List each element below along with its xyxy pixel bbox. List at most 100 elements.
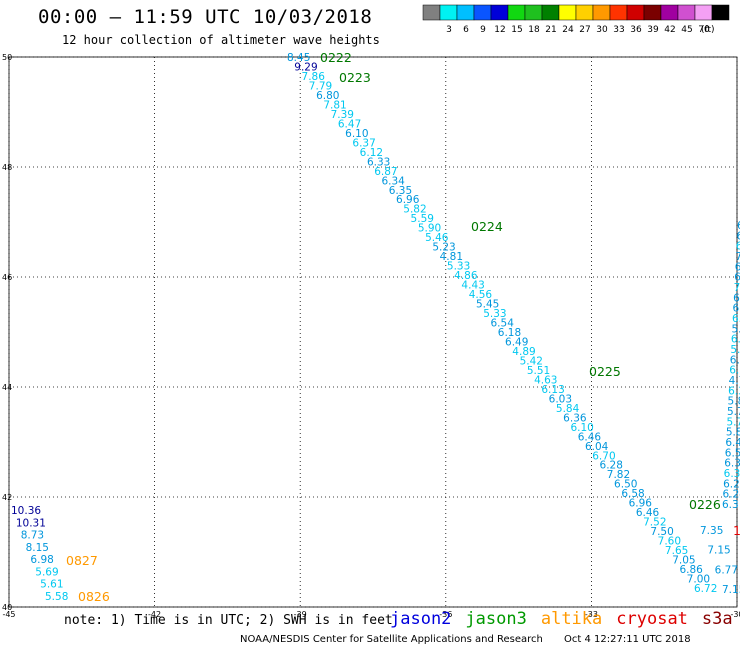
swh-value-southwest-track: 5.69 (35, 566, 58, 578)
swh-value-main-track: 5.84 (556, 403, 580, 415)
colorbar-tick-label: 18 (528, 25, 540, 35)
swh-value-southwest-track: 10.36 (11, 505, 41, 517)
colorbar-swatch (643, 4, 662, 21)
colorbar-swatch (626, 4, 645, 21)
axis-labels: -45 -42 -39 -36 -33 -30 40 42 44 46 48 50 (2, 53, 740, 619)
swh-value-edge-track: 5.87 (731, 323, 740, 335)
credit-line: NOAA/NESDIS Center for Satellite Applica… (240, 634, 709, 645)
swh-value-main-track: 6.13 (541, 384, 564, 396)
swh-value-main-track: 6.03 (549, 393, 572, 405)
swh-value-main-track: 6.86 (679, 564, 703, 576)
swh-value-main-track: 6.33 (367, 156, 390, 168)
swh-value-main-track: 6.49 (505, 336, 528, 348)
swh-value-main-track: 5.33 (483, 308, 506, 320)
colorbar-tick-label: 3 (446, 25, 452, 35)
colorbar-tick-label: 36 (630, 25, 642, 35)
longitude-tick-label: -30 (730, 610, 740, 619)
legend-jason3: jason3 (465, 609, 527, 629)
colorbar-swatch (694, 4, 713, 21)
colorbar-swatch (609, 4, 628, 21)
swh-value-edge-track: 6.58 (733, 303, 740, 315)
colorbar-swatch (473, 4, 492, 21)
swh-value-edge-track: 6.3 (722, 499, 739, 511)
latitude-tick-label: 40 (2, 603, 12, 612)
swh-value-main-track: 6.18 (498, 327, 521, 339)
latitude-tick-label: 44 (2, 383, 12, 392)
swh-value-main-track: 8.45 (287, 52, 310, 64)
altika-pass-time: 0827 (66, 553, 98, 568)
colorbar-swatch (660, 4, 679, 21)
colorbar-unit-label: (ft) (701, 25, 715, 35)
swh-value-main-track: 7.65 (665, 545, 688, 557)
swh-value-main-track: 6.46 (578, 431, 602, 443)
longitude-tick-label: -36 (439, 610, 452, 619)
map-frame (8, 56, 738, 608)
altika-pass-time: 0826 (78, 589, 110, 604)
colorbar-tick-label: 33 (613, 25, 624, 35)
swh-value-main-track: 5.46 (425, 232, 449, 244)
colorbar-tick-label: 27 (579, 25, 590, 35)
swh-value-main-track: 6.10 (570, 422, 593, 434)
swh-value-southeast-tail: 7.35 (700, 525, 723, 537)
swh-value-main-track: 5.82 (403, 204, 426, 216)
swh-value-main-track: 5.51 (527, 365, 550, 377)
swh-value-edge-track: 5.88 (726, 427, 740, 439)
swh-value-edge-track: 6.52 (725, 447, 740, 459)
swh-value-southeast-tail: 7.15 (722, 584, 740, 596)
colorbar-swatch (558, 4, 577, 21)
satellite-legend: jason2 jason3 altika cryosat s3a (390, 609, 740, 629)
swh-value-main-track: 6.10 (345, 128, 368, 140)
swh-value-main-track: 6.87 (374, 166, 397, 178)
colorbar-tick-label: 39 (647, 25, 659, 35)
colorbar-swatch (507, 4, 526, 21)
swh-value-main-track: 6.47 (338, 118, 361, 130)
swh-value-edge-track: 6.19 (731, 334, 740, 346)
swh-value-edge-track: 6.26 (733, 292, 740, 304)
swh-value-edge-track: 5.80 (728, 396, 740, 408)
swh-value-main-track: 4.63 (534, 374, 557, 386)
swh-value-main-track: 7.81 (323, 99, 346, 111)
swh-value-main-track: 6.96 (396, 194, 420, 206)
colorbar-swatch (677, 4, 696, 21)
swh-value-main-track: 7.82 (607, 469, 630, 481)
colorbar-tick-label: 12 (494, 25, 505, 35)
swh-value-southwest-track: 5.58 (45, 591, 68, 603)
latitude-tick-label: 48 (2, 163, 12, 172)
swh-value-main-track: 6.46 (636, 507, 660, 519)
colorbar-tick-label: 21 (545, 25, 556, 35)
longitude-tick-label: -42 (148, 610, 161, 619)
swh-value-main-track: 5.59 (411, 213, 434, 225)
swh-value-edge-track: 6.35 (724, 458, 740, 470)
swh-value-edge-track: 6.85 (734, 272, 740, 284)
colorbar-swatch (490, 4, 509, 21)
swh-value-main-track: 6.96 (629, 498, 653, 510)
swh-value-edge-track: 6.95 (730, 354, 740, 366)
swh-value-main-track: 4.86 (454, 270, 478, 282)
generated-timestamp: Oct 4 12:27:11 UTC 2018 (564, 634, 691, 645)
colorbar-swatch (422, 4, 441, 21)
swh-value-main-track: 7.05 (672, 555, 695, 567)
swh-value-southwest-track: 5.61 (40, 579, 63, 591)
latitude-tick-label: 46 (2, 273, 12, 282)
swh-value-edge-track: 6.35 (737, 220, 740, 232)
swh-value-main-track: 5.90 (418, 223, 441, 235)
swh-value-main-track: 7.39 (331, 109, 354, 121)
jason3-pass-time: 0223 (339, 70, 371, 85)
swh-value-main-track: 6.80 (316, 90, 339, 102)
swh-value-edge-track: 6.38 (728, 385, 740, 397)
footer-note: note: 1) Time is in UTC; 2) SWH is in fe… (64, 613, 393, 628)
colorbar-swatch (456, 4, 475, 21)
colorbar-tick-label: 6 (463, 25, 469, 35)
colorbar-tick-label: 70 (698, 25, 710, 35)
longitude-tick-label: -45 (2, 610, 15, 619)
colorbar-tick-label: 42 (664, 25, 675, 35)
jason3-pass-time: 0222 (320, 50, 352, 65)
swh-value-main-track: 7.50 (650, 526, 673, 538)
swh-value-main-track: 4.89 (512, 346, 535, 358)
longitude-tick-label: -39 (294, 610, 307, 619)
swh-value-main-track: 4.56 (469, 289, 493, 301)
swh-value-main-track: 5.33 (447, 261, 470, 273)
swh-value-main-track: 6.34 (381, 175, 405, 187)
jason3-pass-time: 0226 (689, 497, 721, 512)
